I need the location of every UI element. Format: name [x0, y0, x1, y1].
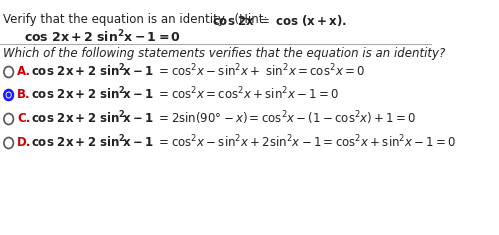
Text: D.: D. [17, 136, 32, 149]
Text: $\mathbf{cos\ 2x + 2\ sin^2\!x - 1}$ $= 2\sin(90° - x) = \cos^2\!x - (1 - \cos^2: $\mathbf{cos\ 2x + 2\ sin^2\!x - 1}$ $= … [31, 109, 417, 127]
Text: $\mathbf{cos}$ $\mathbf{2x}$ $=$ $\mathbf{cos}$ $\mathbf{(x+x).}$: $\mathbf{cos}$ $\mathbf{2x}$ $=$ $\mathb… [212, 13, 347, 28]
Text: $\mathbf{cos\ 2x + 2\ sin^2\!x - 1}$ $= \cos^2\!x - \sin^2\!x + 2\sin^2\!x - 1 =: $\mathbf{cos\ 2x + 2\ sin^2\!x - 1}$ $= … [31, 134, 457, 150]
Text: $\mathbf{cos\ 2x + 2\ sin^2\!x - 1}$ $= \cos^2\!x = \cos^2\!x + \sin^2\!x - 1 = : $\mathbf{cos\ 2x + 2\ sin^2\!x - 1}$ $= … [31, 86, 339, 102]
Circle shape [6, 93, 11, 98]
Text: B.: B. [17, 87, 31, 101]
Text: Which of the following statements verifies that the equation is an identity?: Which of the following statements verifi… [3, 47, 446, 60]
Text: C.: C. [17, 111, 31, 125]
Circle shape [5, 91, 11, 98]
Text: $\mathbf{cos\ 2x + 2\ sin^2 x - 1 = 0}$: $\mathbf{cos\ 2x + 2\ sin^2 x - 1 = 0}$ [24, 29, 181, 46]
Text: A.: A. [17, 64, 31, 78]
Text: $\mathbf{cos\ 2x + 2\ sin^2\!x - 1}$ $= \cos^2\!x - \sin^2\!x +\ \sin^2\!x = \co: $\mathbf{cos\ 2x + 2\ sin^2\!x - 1}$ $= … [31, 63, 365, 79]
Circle shape [4, 90, 13, 101]
Text: Verify that the equation is an identity.  (Hint:: Verify that the equation is an identity.… [3, 13, 272, 26]
